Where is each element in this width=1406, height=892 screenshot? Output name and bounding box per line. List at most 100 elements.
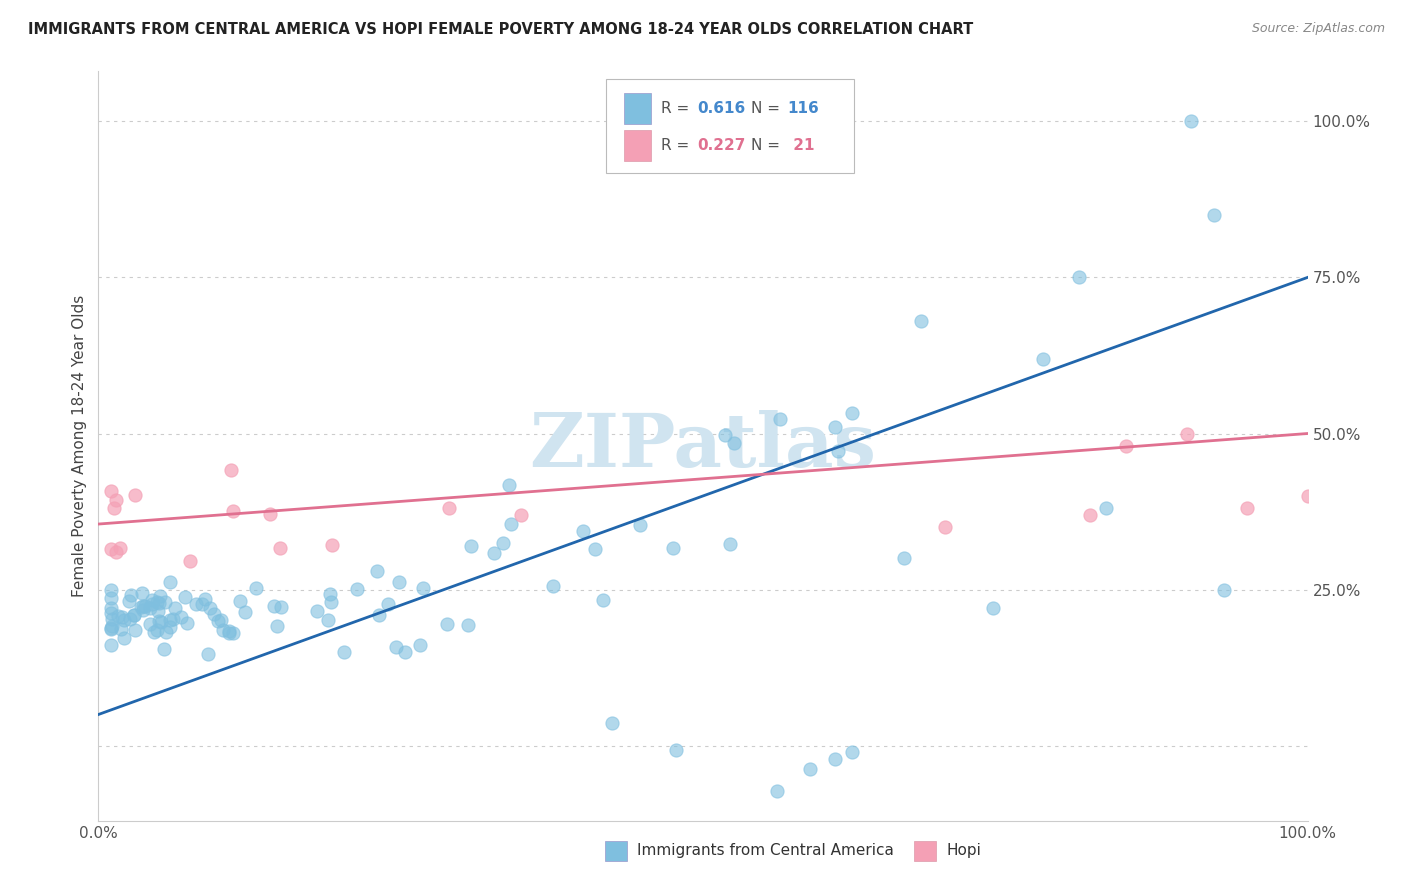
Point [120, 588, 142, 602]
Point [233, 605, 256, 619]
Point [1078, 508, 1101, 522]
Point [1202, 208, 1225, 222]
Point [139, 616, 162, 631]
Point [270, 599, 292, 614]
Point [1236, 501, 1258, 516]
Point [100, 621, 122, 635]
Point [319, 595, 342, 609]
Point [436, 617, 458, 632]
Text: ZIPatlas: ZIPatlas [530, 409, 876, 483]
Point [103, 501, 125, 516]
Point [385, 640, 408, 655]
Point [165, 601, 187, 615]
Point [628, 517, 651, 532]
Point [981, 601, 1004, 615]
Point [492, 535, 515, 549]
Point [307, 604, 329, 618]
Point [460, 540, 482, 554]
Point [245, 581, 267, 595]
Point [159, 620, 181, 634]
Text: Source: ZipAtlas.com: Source: ZipAtlas.com [1251, 22, 1385, 36]
Point [194, 592, 217, 607]
Point [184, 597, 207, 611]
Point [412, 581, 434, 595]
Point [723, 435, 745, 450]
FancyBboxPatch shape [624, 129, 651, 161]
Point [105, 493, 128, 508]
Point [191, 597, 214, 611]
Point [159, 574, 181, 589]
Point [409, 638, 432, 652]
Point [100, 483, 122, 498]
Text: IMMIGRANTS FROM CENTRAL AMERICA VS HOPI FEMALE POVERTY AMONG 18-24 YEAR OLDS COR: IMMIGRANTS FROM CENTRAL AMERICA VS HOPI … [28, 22, 973, 37]
Point [1032, 351, 1054, 366]
Text: R =: R = [661, 101, 693, 116]
Point [366, 564, 388, 578]
Point [122, 607, 145, 622]
Text: 0.227: 0.227 [697, 138, 745, 153]
Point [108, 541, 131, 555]
Point [134, 599, 156, 613]
Point [592, 593, 614, 607]
Point [122, 607, 145, 622]
Point [1115, 439, 1137, 453]
Point [510, 508, 533, 522]
Point [388, 574, 411, 589]
Point [101, 612, 124, 626]
Point [841, 745, 863, 759]
Point [498, 478, 520, 492]
Point [222, 503, 245, 517]
Point [263, 599, 285, 613]
Point [176, 615, 198, 630]
Text: 0.616: 0.616 [697, 101, 745, 116]
Point [319, 587, 342, 601]
Point [152, 641, 174, 656]
Text: 21: 21 [787, 138, 814, 153]
Point [100, 591, 122, 605]
Point [583, 542, 606, 557]
Point [162, 612, 184, 626]
Point [266, 619, 288, 633]
Point [141, 597, 163, 611]
Point [333, 645, 356, 659]
Point [141, 592, 163, 607]
Text: Immigrants from Central America: Immigrants from Central America [637, 844, 894, 858]
Point [112, 632, 135, 646]
Y-axis label: Female Poverty Among 18-24 Year Olds: Female Poverty Among 18-24 Year Olds [72, 295, 87, 597]
Point [100, 583, 122, 598]
Point [179, 554, 201, 568]
Point [107, 608, 129, 623]
Point [169, 610, 191, 624]
Point [541, 579, 564, 593]
Point [124, 623, 146, 637]
Point [155, 595, 177, 609]
Point [143, 624, 166, 639]
Point [269, 541, 291, 556]
Point [714, 428, 737, 442]
Point [146, 604, 169, 618]
Point [218, 624, 240, 638]
Point [219, 463, 242, 477]
Point [131, 586, 153, 600]
Point [104, 545, 127, 559]
Point [159, 613, 181, 627]
Point [831, 114, 853, 128]
Text: 116: 116 [787, 101, 820, 116]
Point [799, 762, 821, 776]
Point [197, 647, 219, 661]
Point [718, 537, 741, 551]
Point [100, 622, 122, 636]
Point [100, 542, 122, 557]
Point [112, 613, 135, 627]
Point [439, 500, 461, 515]
Point [145, 624, 167, 638]
Point [198, 600, 221, 615]
Point [209, 613, 232, 627]
Point [394, 645, 416, 659]
Point [111, 610, 134, 624]
Point [100, 638, 122, 652]
FancyBboxPatch shape [624, 93, 651, 124]
Point [766, 784, 789, 798]
Point [824, 420, 846, 434]
Point [1069, 270, 1091, 285]
